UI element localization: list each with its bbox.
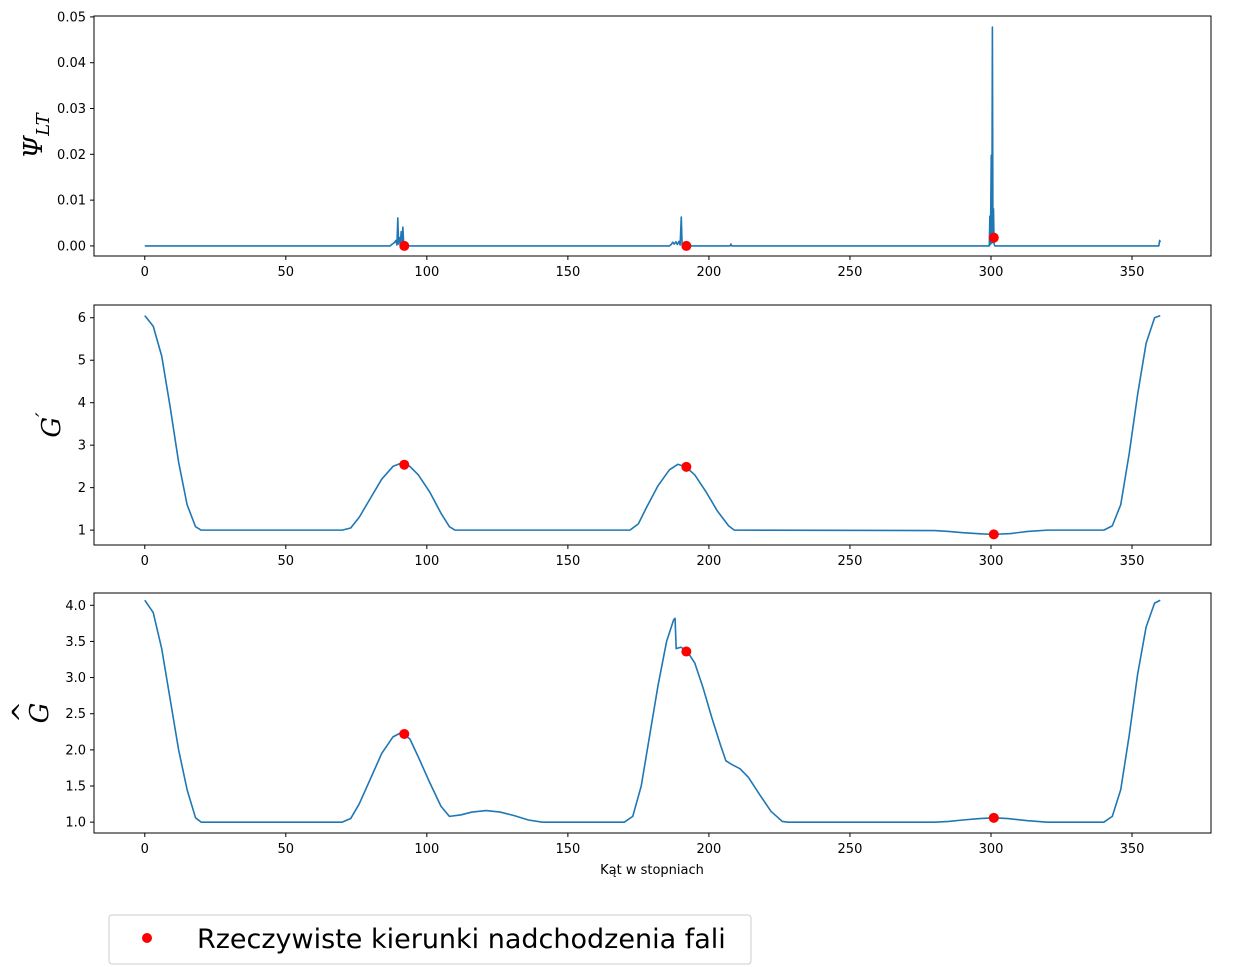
xtick-label-g-prime-6: 300	[979, 554, 1004, 569]
panel-g-hat: 0 50 100 150 200 250 300 350 1.0 1.5 2.0 2.5 3.0 3.5 4…	[8, 592, 1212, 878]
panel-psi-lt: 0 50 100 150 200 250 300 350 0.00 0.01 0.02 0.03 0.0…	[19, 10, 1212, 280]
legend: Rzeczywiste kierunki nadchodzenia fali	[108, 914, 752, 965]
ylabel-g-prime-main: G	[37, 417, 67, 438]
xtick-label-g-hat-1: 50	[278, 842, 295, 857]
xtick-label-g-hat-3: 150	[555, 842, 580, 857]
axes-frame-g-hat	[93, 592, 1212, 834]
xtick-label-psi-lt-7: 350	[1120, 265, 1145, 280]
series-line-g-prime-0	[144, 314, 1161, 536]
ytick-label-g-hat-0: 1.0	[65, 816, 86, 831]
xtick-label-psi-lt-5: 250	[838, 265, 863, 280]
ytick-label-psi-lt-2: 0.02	[57, 148, 86, 163]
ytick-label-g-prime-0: 1	[78, 524, 86, 539]
marker-psi-lt-0	[399, 240, 410, 251]
ylabel-g-hat: G ^	[8, 701, 55, 723]
xlabel-angle: Kąt w stopniach	[600, 863, 704, 878]
ylabel-psi-lt: ΨLT	[19, 111, 54, 158]
marker-g-prime-1	[681, 461, 692, 472]
marker-g-prime-0	[399, 459, 410, 470]
axes-frame-psi-lt	[93, 15, 1212, 257]
xtick-label-g-hat-5: 250	[838, 842, 863, 857]
legend-box	[108, 914, 752, 965]
ytick-label-g-hat-5: 3.5	[65, 635, 86, 650]
ytick-label-g-prime-1: 2	[78, 481, 86, 496]
axes-frame-g-prime	[93, 304, 1212, 546]
xtick-label-g-hat-6: 300	[979, 842, 1004, 857]
marker-psi-lt-2	[988, 232, 999, 243]
xtick-label-psi-lt-6: 300	[979, 265, 1004, 280]
xtick-label-psi-lt-3: 150	[555, 265, 580, 280]
xtick-label-psi-lt-1: 50	[278, 265, 295, 280]
xtick-label-g-prime-4: 200	[697, 554, 722, 569]
xtick-label-psi-lt-2: 100	[414, 265, 439, 280]
xtick-label-g-hat-4: 200	[697, 842, 722, 857]
xtick-label-g-hat-2: 100	[414, 842, 439, 857]
series-line-g-hat-0	[144, 599, 1161, 823]
xtick-label-g-prime-2: 100	[414, 554, 439, 569]
legend-label: Rzeczywiste kierunki nadchodzenia fali	[197, 924, 726, 955]
ytick-label-g-prime-4: 5	[78, 354, 86, 369]
xtick-label-g-hat-7: 350	[1120, 842, 1145, 857]
ylabel-g-hat-main: G	[25, 703, 55, 724]
ytick-label-psi-lt-3: 0.03	[57, 102, 86, 117]
xtick-label-g-prime-0: 0	[141, 554, 149, 569]
ytick-label-g-hat-4: 3.0	[65, 671, 86, 686]
ytick-label-g-hat-3: 2.5	[65, 707, 86, 722]
ytick-label-g-prime-2: 3	[78, 439, 86, 454]
series-line-psi-lt-0	[144, 26, 1161, 247]
ylabel-g-prime-sup: ′	[31, 412, 55, 417]
ytick-label-g-prime-3: 4	[78, 396, 86, 411]
ytick-label-psi-lt-5: 0.05	[57, 10, 86, 25]
ytick-label-psi-lt-4: 0.04	[57, 56, 86, 71]
ytick-label-g-hat-1: 1.5	[65, 780, 86, 795]
ylabel-psi-main: Ψ	[19, 135, 49, 159]
xtick-label-g-prime-5: 250	[838, 554, 863, 569]
xtick-label-g-prime-7: 350	[1120, 554, 1145, 569]
ytick-label-g-prime-5: 6	[78, 311, 86, 326]
ylabel-g-hat-hat: ^	[8, 701, 38, 723]
ytick-label-psi-lt-1: 0.01	[57, 194, 86, 209]
marker-psi-lt-1	[681, 240, 692, 251]
marker-g-hat-2	[988, 812, 999, 823]
ytick-label-g-hat-2: 2.0	[65, 743, 86, 758]
xtick-label-g-prime-1: 50	[278, 554, 295, 569]
xtick-label-psi-lt-0: 0	[141, 265, 149, 280]
xtick-label-g-prime-3: 150	[555, 554, 580, 569]
ylabel-g-prime: G′	[31, 412, 67, 438]
ytick-label-g-hat-6: 4.0	[65, 599, 86, 614]
marker-g-hat-0	[399, 728, 410, 739]
xtick-label-g-hat-0: 0	[141, 842, 149, 857]
marker-g-prime-2	[988, 529, 999, 540]
panel-g-prime: 0 50 100 150 200 250 300 350 1 2 3 4 5 6 G′	[31, 304, 1212, 569]
ylabel-psi-sub: LT	[33, 111, 54, 136]
legend-marker	[142, 933, 152, 943]
marker-g-hat-1	[681, 646, 692, 657]
xtick-label-psi-lt-4: 200	[697, 265, 722, 280]
ytick-label-psi-lt-0: 0.00	[57, 239, 86, 254]
